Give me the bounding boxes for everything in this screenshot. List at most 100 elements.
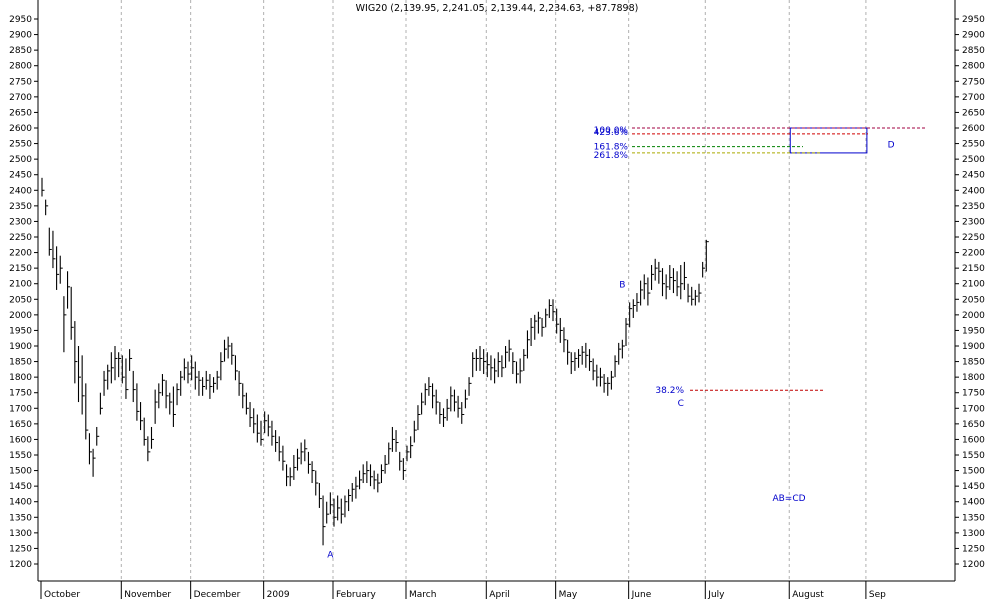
price-bar — [490, 355, 494, 381]
price-bar — [238, 370, 242, 396]
y-tick-label-left: 1500 — [9, 467, 32, 477]
price-bar — [530, 317, 534, 346]
price-bar — [304, 439, 308, 462]
y-tick-label-left: 1400 — [9, 498, 32, 508]
price-bar — [483, 349, 487, 375]
price-bar — [391, 426, 395, 452]
y-tick-label-right: 2000 — [962, 311, 985, 321]
price-bar — [515, 361, 519, 384]
y-tick-label-right: 1750 — [962, 389, 985, 399]
price-bar — [585, 342, 589, 368]
y-tick-label-left: 1700 — [9, 404, 32, 414]
price-bar — [183, 358, 187, 381]
price-bar — [216, 370, 220, 390]
price-bar — [610, 370, 614, 390]
price-bar — [556, 308, 560, 334]
y-tick-label-left: 2850 — [9, 46, 32, 56]
price-bar — [519, 358, 523, 384]
price-bar — [59, 255, 63, 284]
price-bar — [81, 355, 85, 415]
y-tick-label-left: 1200 — [9, 560, 32, 570]
price-bar — [249, 402, 253, 427]
price-bar — [278, 436, 282, 462]
price-bar — [315, 470, 319, 496]
y-tick-label-right: 1900 — [962, 342, 985, 352]
y-tick-label-right: 2400 — [962, 186, 985, 196]
price-bar — [574, 352, 578, 371]
price-bar — [340, 498, 344, 524]
price-bar — [694, 289, 698, 306]
price-bar — [348, 489, 352, 512]
price-bar — [180, 370, 184, 396]
price-bar — [322, 495, 326, 546]
y-tick-label-right: 2650 — [962, 108, 985, 118]
y-tick-label-left: 1650 — [9, 420, 32, 430]
price-bar — [640, 280, 644, 306]
y-tick-label-right: 1800 — [962, 373, 985, 383]
price-bar — [603, 374, 607, 393]
price-bar — [661, 268, 665, 297]
annotations: 38.2% A B C D AB=CD — [327, 141, 894, 561]
y-tick-label-left: 2050 — [9, 295, 32, 305]
price-bar — [205, 370, 209, 390]
price-bar — [96, 426, 100, 446]
price-bar — [311, 461, 315, 484]
price-bar — [479, 346, 483, 371]
price-bar — [110, 352, 114, 384]
price-bar — [326, 501, 330, 524]
y-tick-label-left: 2200 — [9, 249, 32, 259]
price-bar — [369, 464, 373, 487]
price-bar — [512, 352, 516, 375]
price-bar — [191, 355, 195, 381]
price-bar — [548, 299, 552, 318]
price-bar — [687, 283, 691, 303]
price-bar — [618, 342, 622, 365]
y-tick-label-left: 2550 — [9, 140, 32, 150]
month-label: 2009 — [267, 590, 290, 599]
price-bar — [614, 355, 618, 378]
price-bar — [92, 448, 96, 477]
price-bar — [329, 492, 333, 515]
price-bar — [504, 346, 509, 368]
price-bar — [665, 274, 669, 300]
price-bar — [406, 445, 410, 462]
price-bar — [307, 451, 311, 474]
price-bar — [355, 476, 359, 499]
price-bar — [577, 349, 582, 368]
price-bar — [318, 483, 322, 508]
price-bar — [537, 311, 541, 334]
month-label: August — [792, 590, 824, 599]
price-bar — [588, 349, 592, 371]
price-bar — [380, 464, 384, 484]
y-tick-label-right: 1450 — [962, 482, 985, 492]
price-bar — [453, 389, 457, 412]
y-tick-label-right: 2600 — [962, 124, 985, 134]
price-bar — [245, 392, 249, 415]
price-bar — [107, 364, 111, 390]
price-bar — [165, 380, 169, 409]
price-bar — [676, 271, 680, 297]
price-bar — [333, 498, 337, 527]
price-bar — [625, 317, 629, 346]
price-bar — [74, 321, 78, 384]
price-bar — [169, 392, 173, 415]
price-bar — [300, 442, 304, 465]
y-tick-label-left: 2700 — [9, 93, 32, 103]
price-bar — [275, 430, 279, 452]
y-tick-label-right: 2350 — [962, 202, 985, 212]
month-label: May — [559, 590, 578, 599]
price-bar — [472, 352, 476, 378]
price-bar — [461, 402, 465, 424]
price-bar — [114, 346, 118, 381]
price-bar — [494, 358, 498, 384]
fib-level-label: 161.8% — [594, 143, 629, 153]
y-tick-label-left: 1450 — [9, 482, 32, 492]
y-tick-label-left: 1550 — [9, 451, 32, 461]
y-tick-label-right: 1650 — [962, 420, 985, 430]
price-bar — [592, 358, 596, 381]
y-tick-label-right: 2250 — [962, 233, 985, 243]
price-bar — [629, 302, 633, 328]
price-bar — [654, 258, 658, 281]
price-bar — [691, 286, 695, 306]
price-bar — [223, 339, 227, 362]
